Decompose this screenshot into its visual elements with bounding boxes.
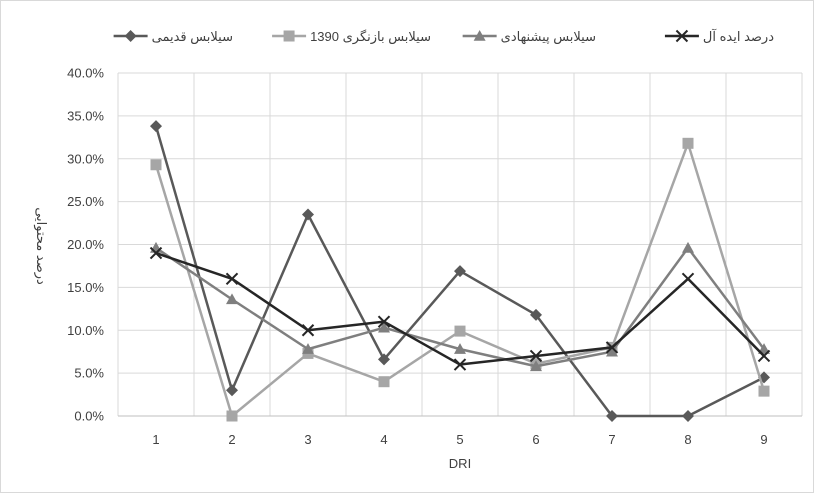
y-tick-label: 10.0%: [67, 323, 104, 338]
y-tick-label: 40.0%: [67, 66, 104, 81]
legend-label: سیلابس پیشنهادی: [501, 29, 596, 45]
point-marker: [682, 410, 694, 422]
point-marker: [149, 246, 163, 260]
series: [150, 120, 770, 422]
point-marker: [378, 321, 390, 333]
point-marker: [606, 345, 618, 357]
x-tick-label: 3: [304, 432, 311, 447]
series-group: [149, 120, 771, 422]
point-marker: [378, 353, 390, 366]
axes: 0.0% 5.0% 10.0% 15.0% 20.0% 25.0% 30.0% 35.0% 40…: [67, 66, 802, 447]
legend-label: سیلابس بازنگری 1390: [310, 29, 431, 45]
legend-label: درصد ایده آل: [703, 28, 774, 45]
x-tick-label: 7: [608, 432, 615, 447]
x-tick-label: 2: [228, 432, 235, 447]
point-marker: [529, 349, 543, 363]
point-marker: [605, 341, 619, 354]
y-tick-label: 15.0%: [67, 280, 104, 295]
x-tick-label: 6: [532, 432, 539, 447]
point-marker: [473, 30, 486, 41]
point-marker: [302, 343, 314, 354]
point-marker: [226, 410, 238, 422]
point-marker: [757, 349, 771, 363]
series: [150, 241, 770, 372]
y-axis-title: درصد محتوایی: [33, 207, 49, 285]
legend: سیلابس قدیمی سیلابس بازنگری 1390 سیلابس پی…: [113, 28, 774, 45]
point-marker: [530, 360, 542, 372]
point-marker: [682, 241, 694, 253]
point-marker: [301, 324, 315, 337]
point-marker: [453, 358, 467, 371]
x-tick-label: 4: [380, 432, 387, 447]
y-tick-label: 5.0%: [74, 366, 104, 381]
point-marker: [124, 30, 137, 42]
point-marker: [302, 208, 314, 221]
point-marker: [681, 272, 695, 286]
x-tick-label: 9: [760, 432, 767, 447]
y-tick-label: 20.0%: [67, 237, 104, 252]
point-marker: [454, 343, 466, 354]
y-tick-label: 25.0%: [67, 194, 104, 209]
y-tick-label: 35.0%: [67, 108, 104, 123]
point-marker: [454, 325, 466, 337]
point-marker: [758, 385, 770, 397]
point-marker: [150, 159, 162, 171]
point-marker: [530, 308, 542, 321]
point-marker: [226, 293, 238, 305]
point-marker: [377, 315, 391, 328]
y-tick-label: 0.0%: [74, 409, 104, 424]
x-tick-label: 5: [456, 432, 463, 447]
series: [149, 246, 771, 371]
point-marker: [283, 30, 295, 42]
x-tick-label: 1: [152, 432, 159, 447]
series-line: [154, 142, 766, 418]
series: [150, 137, 770, 422]
point-marker: [454, 265, 466, 278]
x-axis-title: DRI: [449, 456, 471, 471]
legend-label: سیلابس قدیمی: [152, 29, 233, 45]
y-tick-label: 30.0%: [67, 151, 104, 166]
point-marker: [378, 376, 390, 388]
point-marker: [150, 120, 162, 133]
point-marker: [226, 384, 238, 397]
point-marker: [225, 272, 239, 286]
point-marker: [150, 241, 162, 253]
x-tick-label: 8: [684, 432, 691, 447]
point-marker: [606, 410, 618, 422]
point-marker: [682, 137, 694, 149]
point-marker: [675, 29, 689, 43]
